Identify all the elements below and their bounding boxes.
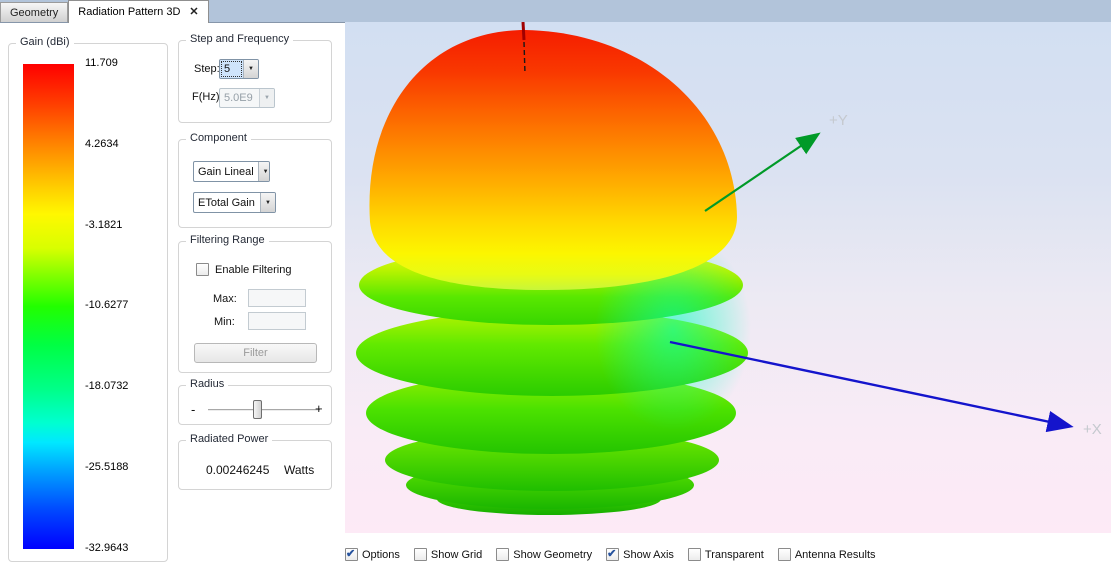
transparent-label: Transparent: [704, 548, 764, 561]
chevron-down-icon[interactable]: ▼: [260, 193, 275, 212]
panel-title: Gain (dBi): [16, 36, 74, 48]
chevron-down-icon[interactable]: ▼: [243, 60, 258, 78]
x-axis-label: +X: [1083, 421, 1102, 438]
step-dropdown[interactable]: 5 ▼: [219, 59, 259, 79]
radius-plus-label: +: [315, 401, 323, 416]
y-axis-label: +Y: [829, 112, 848, 129]
legend-tick: 11.709: [85, 57, 118, 69]
z-axis-dashed: [523, 41, 526, 75]
antenna-results-label: Antenna Results: [794, 548, 876, 561]
legend-tick: -32.9643: [85, 542, 129, 554]
close-icon[interactable]: ✕: [189, 5, 199, 18]
legend-tick: -18.0732: [85, 380, 129, 392]
radiated-power-panel: Radiated Power 0.00246245 Watts: [178, 433, 332, 490]
chevron-down-icon: ▼: [259, 89, 274, 107]
component-field-value: ETotal Gain: [198, 196, 255, 209]
gain-colorbar: [23, 64, 74, 549]
legend-tick: 4.2634: [85, 138, 119, 150]
frequency-dropdown-value: 5.0E9: [224, 92, 253, 104]
show-grid-label: Show Grid: [430, 548, 483, 561]
footer-item-antenna-results[interactable]: Antenna Results: [777, 548, 876, 561]
transparent-checkbox[interactable]: [687, 548, 701, 561]
panel-title: Radiated Power: [186, 433, 273, 445]
options-checkbox[interactable]: [345, 547, 358, 561]
radiated-power-unit: Watts: [284, 463, 315, 477]
tab-bar: Geometry Radiation Pattern 3D ✕: [0, 0, 1111, 23]
component-type-value: Gain Lineal: [198, 165, 254, 178]
legend-tick: -25.5188: [85, 461, 129, 473]
footer-item-show-geometry[interactable]: Show Geometry: [496, 548, 592, 561]
step-frequency-panel: Step and Frequency Step: 5 ▼ F(Hz): 5.0E…: [178, 33, 332, 123]
step-dropdown-value: 5: [220, 60, 243, 78]
legend-tick: -3.1821: [85, 219, 123, 231]
viewport-options-bar: Options Show Grid Show Geometry Show Axi…: [345, 547, 876, 561]
show-geometry-checkbox[interactable]: [496, 548, 510, 561]
filter-button: Filter: [194, 343, 317, 363]
panel-title: Filtering Range: [186, 234, 269, 246]
frequency-dropdown: 5.0E9 ▼: [219, 88, 275, 108]
footer-item-options[interactable]: Options: [345, 547, 400, 561]
tab-radiation-pattern-3d[interactable]: Radiation Pattern 3D ✕: [68, 0, 209, 23]
panel-title: Radius: [186, 378, 229, 390]
main-lobe: [369, 30, 737, 290]
legend-tick: -10.6277: [85, 299, 129, 311]
max-input: [248, 289, 306, 307]
enable-filtering-label: Enable Filtering: [215, 264, 292, 276]
x-axis: [669, 340, 1074, 433]
radius-panel: Radius - +: [178, 378, 332, 425]
z-axis: [521, 22, 526, 41]
show-geometry-label: Show Geometry: [513, 548, 593, 561]
tab-label: Radiation Pattern 3D: [78, 6, 181, 18]
radius-slider-track[interactable]: [208, 400, 320, 419]
component-field-dropdown[interactable]: ETotal Gain ▼: [193, 192, 276, 213]
min-label: Min:: [214, 316, 235, 328]
filtering-range-panel: Filtering Range Enable Filtering Max: Mi…: [178, 234, 332, 373]
options-label: Options: [362, 548, 400, 561]
enable-filtering-checkbox[interactable]: [196, 263, 209, 276]
step-label: Step:: [194, 63, 220, 75]
panel-title: Step and Frequency: [186, 33, 294, 45]
show-grid-checkbox[interactable]: [413, 548, 427, 561]
antenna-results-checkbox[interactable]: [777, 548, 791, 561]
footer-item-show-axis[interactable]: Show Axis: [606, 547, 674, 561]
tab-label: Geometry: [10, 6, 59, 19]
max-label: Max:: [213, 293, 237, 305]
component-panel: Component Gain Lineal ▼ ETotal Gain ▼: [178, 132, 332, 228]
radiation-pattern-3d-canvas[interactable]: +Y +X: [345, 22, 1111, 533]
radius-slider-thumb[interactable]: [252, 400, 262, 419]
min-input: [248, 312, 306, 330]
show-axis-label: Show Axis: [623, 548, 674, 561]
chevron-down-icon[interactable]: ▼: [257, 162, 269, 181]
show-axis-checkbox[interactable]: [606, 547, 620, 561]
gain-legend-panel: Gain (dBi) 11.709 4.2634 -3.1821 -10.627…: [8, 36, 168, 562]
radiated-power-value: 0.00246245: [206, 463, 270, 477]
tab-geometry[interactable]: Geometry: [0, 2, 69, 22]
footer-item-show-grid[interactable]: Show Grid: [413, 548, 483, 561]
component-type-dropdown[interactable]: Gain Lineal ▼: [193, 161, 270, 182]
radiation-pattern-3d-viewport[interactable]: +Y +X: [345, 22, 1111, 533]
frequency-label: F(Hz):: [192, 91, 223, 103]
panel-title: Component: [186, 132, 251, 144]
y-axis: [704, 132, 821, 212]
radius-minus-label: -: [191, 402, 196, 417]
footer-item-transparent[interactable]: Transparent: [687, 548, 764, 561]
